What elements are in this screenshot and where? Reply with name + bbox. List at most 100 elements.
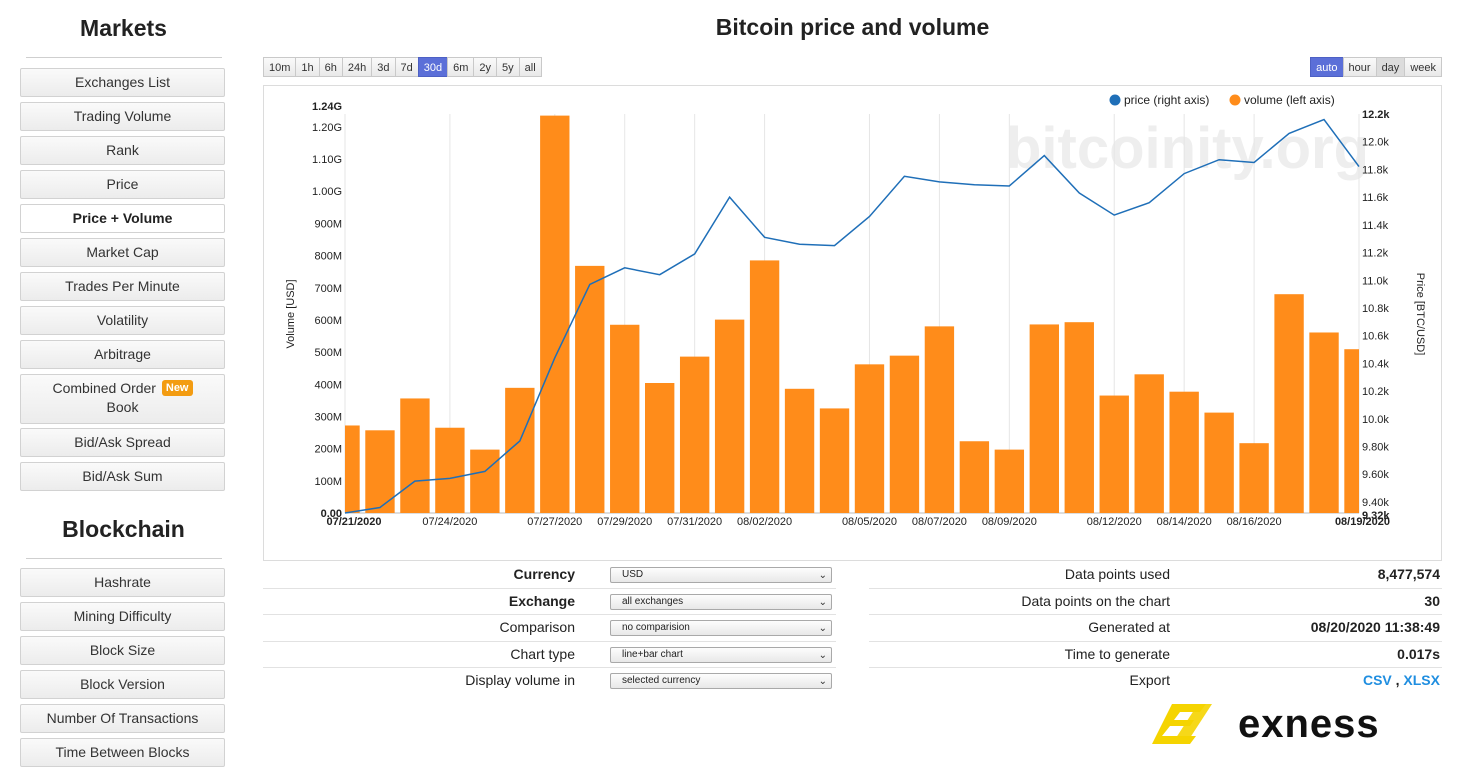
x-axis-tick-label: 08/07/2020 [912, 516, 967, 528]
resolution-hour-button[interactable]: hour [1342, 57, 1377, 77]
price-volume-chart: bitcoinity.org 0.00 100M 200M 300M 400M 500M 6… [285, 93, 1426, 528]
volume-bar [645, 383, 675, 513]
legend-volume-marker [1229, 94, 1241, 106]
volume-bar [1134, 374, 1164, 513]
exchange-select[interactable]: all exchanges ⌄ [610, 593, 832, 610]
right-axis-tick-label: 12.0k [1362, 137, 1389, 149]
range-all-button[interactable]: all [518, 57, 542, 77]
x-axis-tick-label: 07/27/2020 [527, 516, 582, 528]
markets-divider [26, 57, 222, 58]
display-volume-row: Display volume in selected currency ⌄ [263, 668, 836, 694]
blockchain-section-title: Blockchain [62, 516, 185, 542]
sidebar-item-mining-difficulty[interactable]: Mining Difficulty [20, 602, 225, 631]
range-3d-button[interactable]: 3d [371, 57, 396, 77]
currency-value: USD [622, 569, 644, 580]
markets-section-title: Markets [80, 15, 167, 41]
generated-at-value: 08/20/2020 11:38:49 [1310, 619, 1440, 635]
sidebar-item-hashrate[interactable]: Hashrate [20, 568, 225, 597]
export-label: Export [1129, 672, 1170, 688]
left-axis-tick-label: 800M [314, 251, 342, 263]
sidebar-item-trading-volume[interactable]: Trading Volume [20, 102, 225, 131]
resolution-day-button[interactable]: day [1375, 57, 1406, 77]
volume-bar [994, 449, 1025, 513]
sidebar-item-bid-ask-sum[interactable]: Bid/Ask Sum [20, 462, 225, 491]
sidebar-item-price-volume[interactable]: Price + Volume [20, 204, 225, 233]
price-line [344, 118, 1360, 514]
export-links: CSV , XLSX [1363, 672, 1440, 688]
new-badge: New [161, 380, 193, 396]
resolution-auto-button[interactable]: auto [1310, 57, 1344, 77]
chevron-down-icon: ⌄ [818, 596, 827, 608]
chevron-down-icon: ⌄ [818, 676, 827, 687]
sidebar-item-price[interactable]: Price [20, 170, 225, 199]
right-axis-tick-label: 9.40k [1362, 497, 1389, 509]
range-24h-button[interactable]: 24h [341, 57, 373, 77]
right-axis-tick-label: 11.6k [1362, 192, 1389, 204]
chart-legend[interactable]: price (right axis) volume (left axis) [1109, 93, 1335, 107]
legend-price-marker [1109, 94, 1121, 106]
left-axis-tick-label: 100M [314, 476, 342, 488]
sidebar-item-market-cap[interactable]: Market Cap [20, 238, 225, 267]
legend-price-label[interactable]: price (right axis) [1124, 93, 1209, 107]
x-axis-tick-label: 08/05/2020 [842, 516, 897, 528]
x-axis-tick-label: 07/24/2020 [422, 516, 477, 528]
volume-bar [959, 441, 990, 513]
sidebar-item-rank[interactable]: Rank [20, 136, 225, 165]
volume-bar [854, 364, 885, 513]
export-csv-link[interactable]: CSV [1362, 672, 1392, 688]
volume-bar [889, 355, 920, 513]
comparison-select[interactable]: no comparision ⌄ [610, 620, 832, 636]
resolution-week-button[interactable]: week [1404, 57, 1442, 77]
range-7d-button[interactable]: 7d [394, 57, 419, 77]
volume-bar [400, 398, 430, 513]
left-axis-tick-label: 1.10G [312, 154, 342, 166]
sidebar-item-number-of-transactions[interactable]: Number Of Transactions [20, 704, 225, 733]
left-axis-tick-label: 0.00 [321, 508, 342, 520]
range-2y-button[interactable]: 2y [473, 57, 498, 77]
sidebar-item-trades-per-minute[interactable]: Trades Per Minute [20, 272, 225, 301]
comparison-value: no comparision [622, 622, 690, 633]
legend-volume-label[interactable]: volume (left axis) [1244, 93, 1335, 107]
currency-row: Currency USD ⌄ [263, 562, 836, 589]
exchange-value: all exchanges [622, 595, 684, 607]
chart-type-select[interactable]: line+bar chart ⌄ [610, 646, 832, 663]
right-axis-tick-label: 10.0k [1362, 414, 1389, 426]
display-volume-select[interactable]: selected currency ⌄ [610, 673, 832, 689]
sidebar-item-volatility[interactable]: Volatility [20, 306, 225, 335]
right-axis-tick-label: 11.8k [1362, 164, 1389, 176]
chart-info: Data points used 8,477,574 Data points o… [869, 562, 1442, 694]
exness-logo: exness [1152, 702, 1380, 746]
range-30d-button[interactable]: 30d [417, 57, 449, 77]
sidebar: Markets Exchanges List Trading Volume Ra… [0, 0, 245, 768]
info-row: Time to generate 0.017s [869, 642, 1442, 668]
sidebar-item-time-between-blocks[interactable]: Time Between Blocks [20, 738, 225, 767]
right-axis-tick-label: 9.32k [1362, 510, 1390, 522]
volume-bar [679, 356, 710, 513]
volume-bar [1239, 443, 1269, 513]
sidebar-item-block-version[interactable]: Block Version [20, 670, 225, 699]
sidebar-item-bid-ask-spread[interactable]: Bid/Ask Spread [20, 428, 225, 457]
generated-at-label: Generated at [1088, 619, 1170, 635]
volume-bar [749, 260, 780, 513]
chevron-down-icon: ⌄ [818, 570, 827, 581]
range-6h-button[interactable]: 6h [318, 57, 343, 77]
volume-bar [470, 449, 500, 513]
currency-select[interactable]: USD ⌄ [610, 567, 832, 583]
sidebar-item-exchanges-list[interactable]: Exchanges List [20, 68, 225, 97]
range-6m-button[interactable]: 6m [447, 57, 475, 77]
brand-name: exness [1238, 702, 1380, 746]
left-axis-tick-label: 700M [314, 283, 342, 295]
range-1h-button[interactable]: 1h [295, 57, 320, 77]
display-volume-label: Display volume in [465, 672, 575, 688]
sidebar-item-block-size[interactable]: Block Size [20, 636, 225, 665]
left-axis-tick-label: 1.20G [312, 122, 342, 134]
volume-bar [1169, 391, 1199, 513]
right-axis-tick-label: 12.2k [1362, 109, 1390, 121]
range-10m-button[interactable]: 10m [263, 57, 297, 77]
sidebar-item-combined-order-book[interactable]: Combined Order New Book [20, 374, 225, 424]
volume-bar [575, 265, 605, 513]
export-xlsx-link[interactable]: XLSX [1403, 672, 1440, 688]
sidebar-item-arbitrage[interactable]: Arbitrage [20, 340, 225, 369]
range-5y-button[interactable]: 5y [496, 57, 520, 77]
sidebar-item-label-line2: Book [106, 399, 139, 415]
